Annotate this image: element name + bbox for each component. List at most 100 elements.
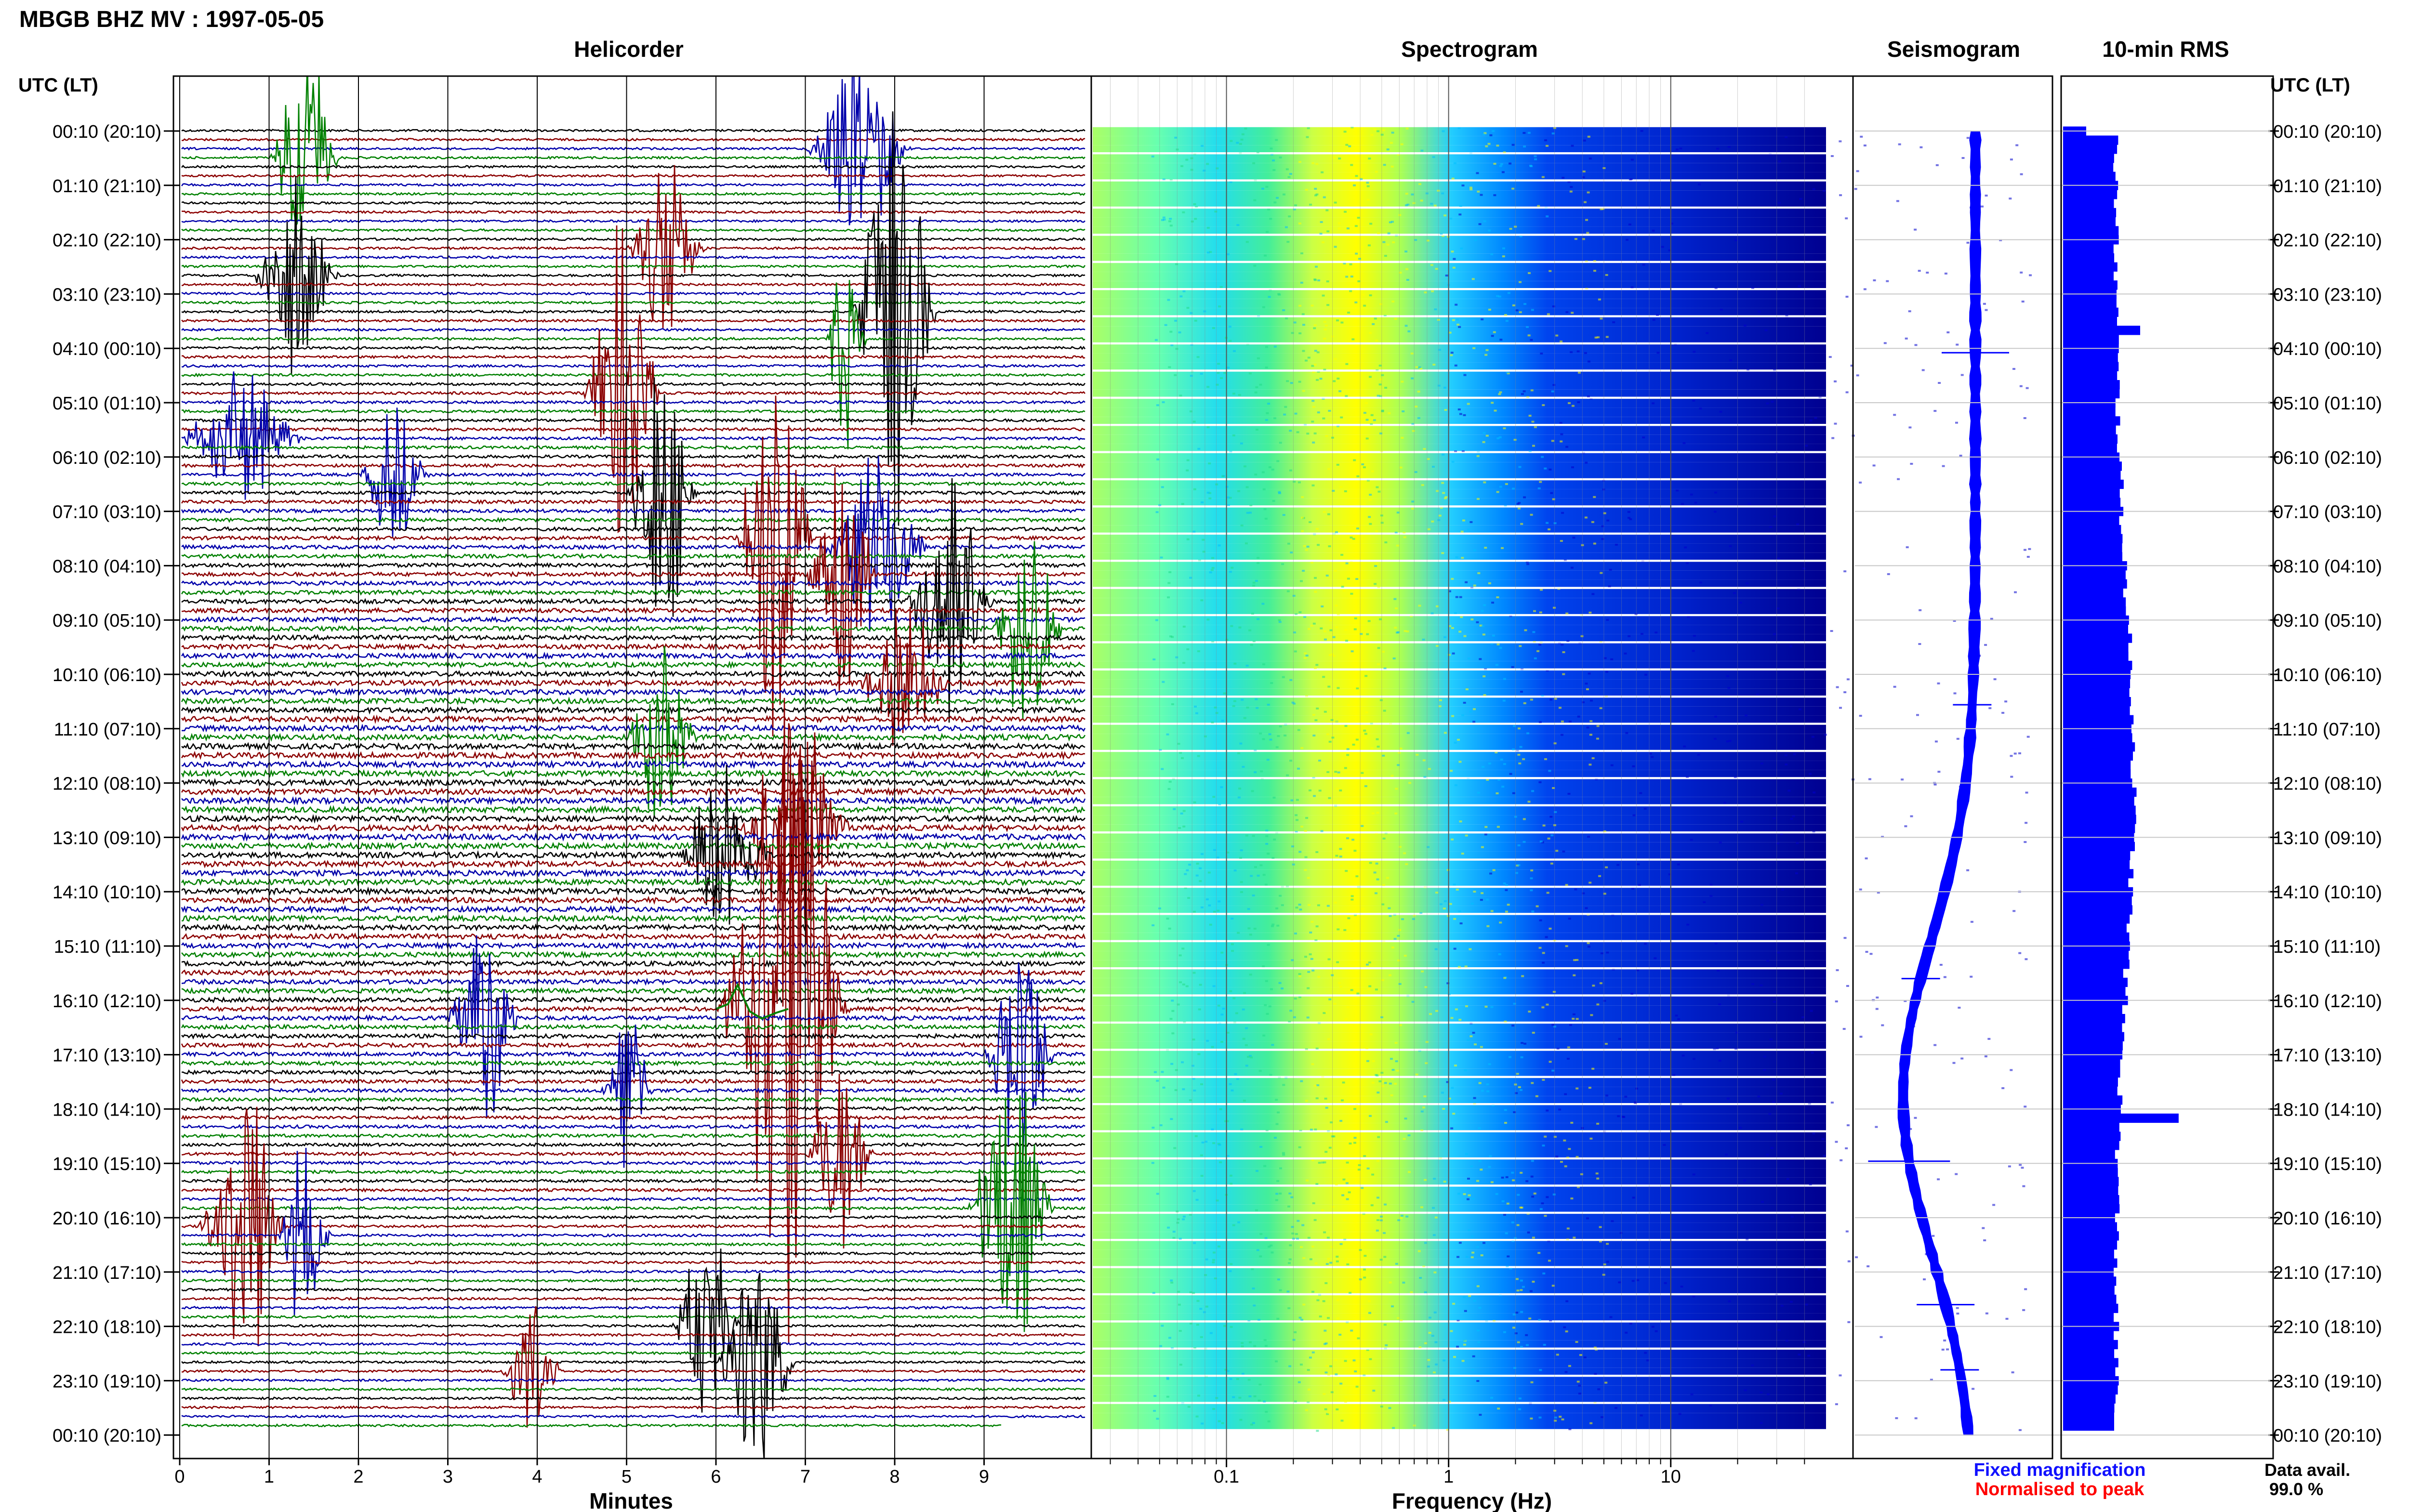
spectrogram-speckle (1640, 130, 1643, 132)
spectrogram-speckle (1384, 255, 1387, 257)
spectrogram-speckle (1479, 624, 1482, 627)
spectrogram-speckle (1228, 326, 1231, 328)
spectrogram-speckle (1830, 155, 1834, 157)
spectrogram-speckle (1547, 837, 1550, 840)
spectrogram-speckle (1457, 1193, 1461, 1195)
spectrogram-speckle (1716, 147, 1720, 150)
spectrogram-speckle (1195, 874, 1199, 877)
spectrogram-speckle (1579, 1354, 1582, 1356)
spectrogram-speckle (1561, 720, 1564, 723)
spectrogram-speckle (1604, 1043, 1608, 1045)
spectrogram-speckle (1632, 765, 1635, 767)
spectrogram-speckle (1865, 951, 1868, 953)
spectrogram-speckle (1208, 462, 1211, 465)
spectrogram-speckle (1481, 846, 1484, 848)
spectrogram-speckle (1177, 743, 1180, 745)
spectrogram-speckle (1420, 1206, 1423, 1209)
spectrogram-speckle (1255, 698, 1258, 700)
spectrogram-speckle (1204, 1274, 1207, 1276)
spectrogram-speckle (1539, 841, 1543, 842)
spectrogram-row (1093, 1295, 1826, 1304)
spectrogram-speckle (1522, 390, 1526, 393)
rms-bar (2063, 1195, 2119, 1205)
spectrogram-speckle (1366, 182, 1369, 184)
spectrogram-speckle (1252, 1422, 1255, 1424)
spectrogram-speckle (1431, 290, 1434, 292)
spectrogram-speckle (1364, 785, 1367, 788)
spectrogram-speckle (1342, 1081, 1345, 1084)
helicorder-trace (181, 832, 1086, 842)
spectrogram-speckle (1292, 1339, 1296, 1341)
spectrogram-row (1093, 263, 1826, 272)
rms-bar (2063, 923, 2127, 933)
spectrogram-speckle (1229, 1174, 1232, 1177)
spectrogram-speckle (1560, 1161, 1563, 1163)
spectrogram-speckle (1483, 694, 1486, 696)
spectrogram-speckle (1513, 1367, 1516, 1369)
spectrogram-speckle (1625, 1331, 1628, 1334)
spectrogram-speckle (1942, 465, 1945, 467)
spectrogram-speckle (1439, 699, 1442, 701)
spectrogram-speckle (1354, 617, 1357, 619)
spectrogram-speckle (1757, 1095, 1760, 1098)
spectrogram-speckle (1308, 904, 1311, 906)
spectrogram-speckle (1520, 1171, 1523, 1174)
spectrogram-speckle (1411, 193, 1414, 196)
spectrogram-speckle (1739, 1127, 1742, 1129)
helicorder-trace (181, 408, 1085, 414)
spectrogram-speckle (1218, 544, 1221, 547)
spectrogram-speckle (1634, 613, 1638, 616)
spectrogram-speckle (1499, 339, 1503, 341)
spectrogram-speckle (1470, 1256, 1474, 1259)
spectrogram-speckle (1578, 1384, 1581, 1387)
spectrogram-speckle (1635, 1087, 1638, 1090)
spectrogram-speckle (1778, 160, 1781, 163)
spectrogram-speckle (1434, 1341, 1438, 1343)
spectrogram-row (1093, 942, 1826, 951)
spectrogram-speckle (1403, 852, 1406, 855)
spectrogram-speckle (1887, 573, 1890, 575)
spectrogram-speckle (1363, 1276, 1366, 1279)
spectrogram-speckle (1655, 631, 1658, 634)
spectrogram-speckle (1315, 163, 1319, 165)
spectrogram-speckle (1544, 758, 1547, 760)
rms-bar (2063, 244, 2114, 254)
spectrogram-speckle (1956, 1307, 1959, 1309)
spectrogram-speckle (1505, 1232, 1508, 1235)
spectrogram-speckle (1553, 824, 1556, 827)
spectrogram-speckle (1268, 466, 1271, 468)
spectrogram-speckle (1217, 372, 1220, 374)
spectrogram-speckle (1630, 286, 1634, 289)
time-label-right: 06:10 (02:10) (2273, 448, 2382, 468)
spectrogram-speckle (1288, 215, 1291, 218)
spectrogram-speckle (1192, 1190, 1196, 1192)
spectrogram-row (1093, 335, 1826, 342)
spectrogram-speckle (1385, 1121, 1388, 1123)
spectrogram-speckle (1298, 975, 1302, 977)
spectrogram-speckle (1178, 954, 1182, 957)
spectrogram-speckle (1208, 497, 1212, 500)
spectrogram-speckle (1291, 1232, 1295, 1235)
spectrogram-row (1093, 1105, 1826, 1114)
spectrogram-speckle (1777, 951, 1780, 954)
spectrogram-speckle (1494, 409, 1497, 412)
spectrogram-speckle (1470, 1165, 1473, 1168)
spectrogram-speckle (1470, 902, 1474, 905)
spectrogram-speckle (1465, 581, 1468, 583)
spectrogram-speckle (1595, 1172, 1599, 1175)
helicorder-trace (181, 381, 1086, 387)
spectrogram-speckle (1265, 980, 1268, 982)
spectrogram-speckle (1305, 189, 1308, 191)
spectrogram-speckle (1446, 1429, 1449, 1431)
spectrogram-speckle (1336, 1260, 1339, 1262)
spectrogram-row (1093, 1014, 1826, 1022)
spectrogram-speckle (1602, 208, 1605, 210)
spectrogram-speckle (1504, 314, 1507, 316)
spectrogram-speckle (1289, 430, 1292, 432)
spectrogram-speckle (1363, 1155, 1366, 1157)
seismogram-title: Seismogram (1887, 37, 2020, 62)
spectrogram-speckle (1175, 263, 1178, 265)
spectrogram-speckle (2021, 1167, 2024, 1169)
spectrogram-speckle (1162, 681, 1165, 683)
spectrogram-row (1093, 833, 1826, 842)
